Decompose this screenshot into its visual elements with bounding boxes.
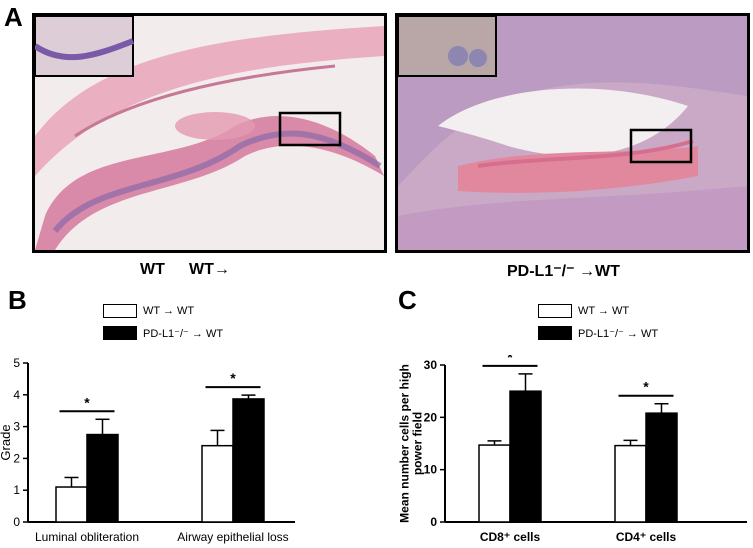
y-tick-label: 4	[13, 388, 20, 402]
y-tick-label: 1	[13, 483, 20, 497]
y-axis-label: Mean number cells per highpower field	[397, 364, 424, 523]
category-label: CD4⁺ cells	[616, 530, 677, 544]
legend-swatch-pdl1	[103, 326, 137, 340]
legend-item-wt: WT → WT	[538, 302, 658, 320]
significance-star: *	[507, 355, 513, 365]
y-tick-label: 0	[13, 515, 20, 529]
legend-label-pdl1: PD-L1⁻/⁻ → WT	[578, 327, 659, 340]
legend-c: WT → WT PD-L1⁻/⁻ → WT	[538, 302, 658, 346]
caption-wt-2: WT→	[189, 261, 230, 278]
micrograph-pdl1	[395, 13, 750, 253]
legend-item-wt: WT → WT	[103, 302, 223, 320]
bar	[232, 398, 265, 523]
caption-wt-1: WT	[140, 261, 165, 278]
y-tick-label: 5	[13, 356, 20, 370]
panel-a-letter: A	[4, 2, 23, 32]
legend-swatch-wt	[538, 304, 572, 318]
legend-item-pdl1: PD-L1⁻/⁻ → WT	[103, 324, 223, 342]
y-axis-label: Grade	[0, 424, 13, 460]
caption-pdl1: PD-L1⁻/⁻ →WT	[507, 263, 620, 280]
legend-swatch-wt	[103, 304, 137, 318]
bar	[55, 486, 88, 523]
y-tick-label: 3	[13, 420, 20, 434]
category-label: Luminal obliteration	[35, 530, 139, 544]
legend-item-pdl1: PD-L1⁻/⁻ → WT	[538, 324, 658, 342]
micrograph-wt	[32, 13, 387, 253]
bar	[86, 433, 119, 523]
significance-star: *	[84, 394, 90, 410]
y-tick-label: 30	[424, 358, 438, 372]
y-tick-label: 20	[424, 410, 438, 424]
bar	[509, 390, 542, 523]
y-tick-label: 2	[13, 451, 20, 465]
legend-swatch-pdl1	[538, 326, 572, 340]
bar	[614, 444, 647, 523]
y-tick-label: 0	[430, 515, 437, 529]
legend-label-pdl1: PD-L1⁻/⁻ → WT	[143, 327, 224, 340]
legend-label-wt: WT → WT	[578, 305, 630, 317]
category-label: Airway epithelial loss	[177, 530, 288, 544]
significance-star: *	[643, 379, 649, 395]
panel-b-letter: B	[8, 285, 27, 315]
legend-label-wt: WT → WT	[143, 305, 195, 317]
category-label: CD8⁺ cells	[480, 530, 541, 544]
bar	[645, 412, 678, 523]
y-tick-label: 10	[424, 463, 438, 477]
panel-c-letter: C	[398, 285, 417, 315]
legend-b: WT → WT PD-L1⁻/⁻ → WT	[103, 302, 223, 346]
bar	[478, 444, 511, 523]
chart-grade: 0 1 2 3 4 5 Grade * Luminal obliteration * Airway …	[0, 356, 295, 544]
significance-star: *	[230, 370, 236, 386]
bar	[201, 444, 234, 523]
